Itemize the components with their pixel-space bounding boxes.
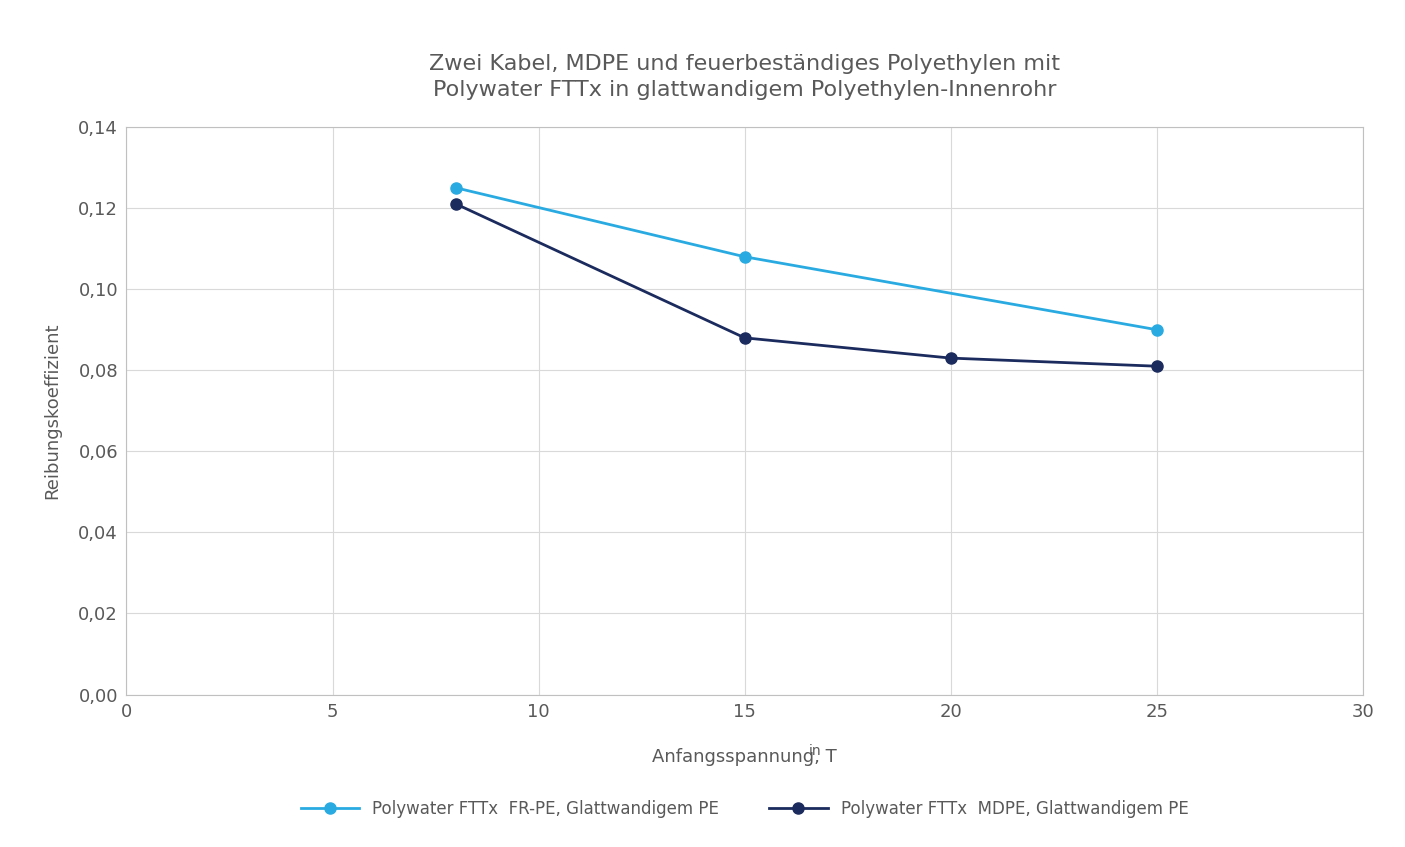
Polywater FTTx  FR-PE, Glattwandigem PE: [448, 183, 465, 193]
Polywater FTTx  MDPE, Glattwandigem PE: [1148, 361, 1165, 371]
Polywater FTTx  MDPE, Glattwandigem PE: [448, 199, 465, 209]
Y-axis label: Reibungskoeffizient: Reibungskoeffizient: [44, 323, 62, 499]
Polywater FTTx  MDPE, Glattwandigem PE: [736, 333, 753, 343]
Title: Zwei Kabel, MDPE und feuerbeständiges Polyethylen mit
Polywater FTTx in glattwan: Zwei Kabel, MDPE und feuerbeständiges Po…: [429, 54, 1061, 101]
Text: in: in: [809, 744, 822, 758]
Polywater FTTx  FR-PE, Glattwandigem PE: [1148, 324, 1165, 335]
Line: Polywater FTTx  FR-PE, Glattwandigem PE: Polywater FTTx FR-PE, Glattwandigem PE: [451, 182, 1162, 335]
Polywater FTTx  MDPE, Glattwandigem PE: [943, 353, 960, 363]
Text: Anfangsspannung, T: Anfangsspannung, T: [652, 749, 837, 767]
Legend: Polywater FTTx  FR-PE, Glattwandigem PE, Polywater FTTx  MDPE, Glattwandigem PE: Polywater FTTx FR-PE, Glattwandigem PE, …: [294, 794, 1196, 825]
Line: Polywater FTTx  MDPE, Glattwandigem PE: Polywater FTTx MDPE, Glattwandigem PE: [451, 198, 1162, 372]
Polywater FTTx  FR-PE, Glattwandigem PE: [736, 252, 753, 262]
